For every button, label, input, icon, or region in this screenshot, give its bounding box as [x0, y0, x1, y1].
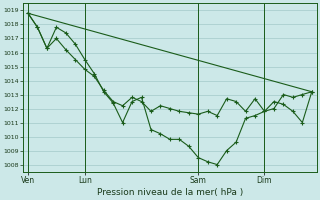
X-axis label: Pression niveau de la mer( hPa ): Pression niveau de la mer( hPa ): [97, 188, 243, 197]
